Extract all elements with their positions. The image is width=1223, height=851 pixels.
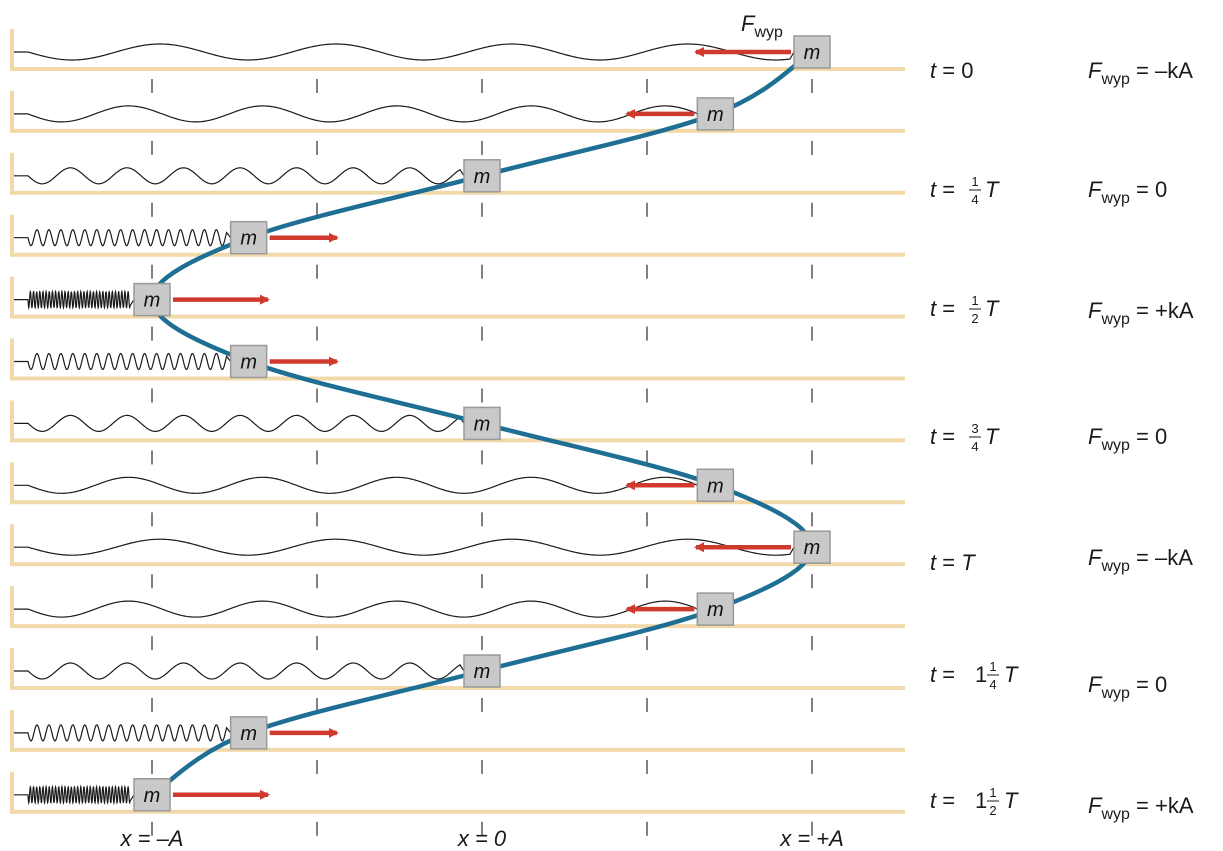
spring-coil bbox=[14, 289, 135, 310]
svg-text:T: T bbox=[1004, 788, 1019, 813]
spring-coil bbox=[14, 662, 465, 680]
spring-coil bbox=[14, 784, 135, 806]
mass-block: m bbox=[463, 159, 501, 193]
spring-coil bbox=[14, 476, 698, 494]
spring-coil bbox=[14, 538, 795, 556]
mass-block: m bbox=[696, 97, 735, 131]
mass-label: m bbox=[144, 290, 161, 312]
svg-text:1: 1 bbox=[989, 785, 996, 800]
svg-text:4: 4 bbox=[989, 677, 996, 692]
svg-text:T: T bbox=[985, 296, 1000, 321]
svg-text:T: T bbox=[1004, 662, 1019, 687]
force-value-label: Fwyp = –kA bbox=[1088, 58, 1193, 88]
svg-text:3: 3 bbox=[971, 421, 978, 436]
mass-label: m bbox=[707, 475, 724, 497]
svg-text:t =: t = bbox=[930, 788, 955, 813]
axis-label-minus-a: x = –A bbox=[120, 826, 184, 851]
svg-text:4: 4 bbox=[971, 439, 978, 454]
svg-text:t =: t = bbox=[930, 424, 955, 449]
top-force-label: Fwyp bbox=[741, 11, 783, 41]
mass-block: m bbox=[793, 530, 831, 564]
mass-label: m bbox=[474, 166, 491, 188]
time-label: t = 1 1 2 T bbox=[930, 785, 1019, 818]
mass-label: m bbox=[240, 352, 257, 374]
spring-coil bbox=[14, 724, 232, 742]
springs bbox=[14, 43, 795, 806]
spring-coil bbox=[14, 43, 795, 61]
mass-label: m bbox=[144, 785, 161, 807]
mass-label: m bbox=[804, 42, 821, 64]
mass-block: m bbox=[229, 344, 268, 379]
svg-text:T: T bbox=[985, 424, 1000, 449]
mass-block: m bbox=[229, 716, 268, 750]
spring-coil bbox=[14, 600, 698, 618]
spring-coil bbox=[14, 414, 465, 433]
mass-label: m bbox=[240, 228, 257, 250]
force-value-label: Fwyp = +kA bbox=[1088, 793, 1194, 823]
force-arrows bbox=[173, 47, 791, 800]
mass-block: m bbox=[696, 592, 735, 626]
mass-label: m bbox=[707, 104, 724, 126]
svg-text:t =: t = bbox=[930, 662, 955, 687]
time-label: t = 0 bbox=[930, 58, 973, 83]
mass-block: m bbox=[463, 654, 501, 688]
spring-coil bbox=[14, 229, 232, 247]
force-value-label: Fwyp = 0 bbox=[1088, 177, 1167, 207]
force-labels: Fwyp = –kA Fwyp = 0 Fwyp = +kA Fwyp = 0 … bbox=[1088, 58, 1194, 823]
mass-block: m bbox=[229, 220, 268, 255]
svg-text:2: 2 bbox=[971, 311, 978, 326]
time-label: t = 3 4 T bbox=[930, 421, 1000, 454]
axis-labels: x = –A x = 0 x = +A bbox=[120, 826, 844, 851]
axis-label-zero: x = 0 bbox=[457, 826, 507, 851]
svg-text:4: 4 bbox=[971, 192, 978, 207]
time-labels: t = 0 t = 1 4 T t = 1 2 T t = 3 4 T t = … bbox=[930, 58, 1019, 818]
mass-label: m bbox=[707, 599, 724, 621]
mass-block: m bbox=[793, 35, 831, 69]
force-value-label: Fwyp = –kA bbox=[1088, 545, 1193, 575]
spring-coil bbox=[14, 167, 465, 185]
axis-label-plus-a: x = +A bbox=[779, 826, 844, 851]
mass-label: m bbox=[474, 661, 491, 683]
mass-block: m bbox=[463, 406, 501, 441]
svg-text:1: 1 bbox=[975, 662, 987, 687]
svg-text:1: 1 bbox=[971, 293, 978, 308]
mass-label: m bbox=[804, 537, 821, 559]
mass-block: m bbox=[133, 282, 171, 317]
svg-text:2: 2 bbox=[989, 803, 996, 818]
svg-text:T: T bbox=[985, 177, 1000, 202]
force-value-label: Fwyp = +kA bbox=[1088, 298, 1194, 328]
spring-coil bbox=[14, 105, 698, 123]
svg-text:t =: t = bbox=[930, 177, 955, 202]
mass-block: m bbox=[133, 778, 171, 812]
time-label: t = T bbox=[930, 550, 976, 575]
mass-label: m bbox=[240, 723, 257, 745]
mass-block: m bbox=[696, 468, 735, 503]
force-value-label: Fwyp = 0 bbox=[1088, 424, 1167, 454]
svg-text:1: 1 bbox=[975, 788, 987, 813]
svg-text:t =: t = bbox=[930, 296, 955, 321]
spring-coil bbox=[14, 352, 232, 371]
floor-lines bbox=[10, 29, 905, 814]
svg-text:1: 1 bbox=[971, 174, 978, 189]
axis-ticks bbox=[151, 79, 813, 836]
time-label: t = 1 4 T bbox=[930, 174, 1000, 207]
masses: m m m m m m m m m m m m m bbox=[133, 35, 831, 812]
mass-label: m bbox=[474, 413, 491, 435]
force-value-label: Fwyp = 0 bbox=[1088, 672, 1167, 702]
svg-text:1: 1 bbox=[989, 659, 996, 674]
time-label: t = 1 1 4 T bbox=[930, 659, 1019, 692]
time-label: t = 1 2 T bbox=[930, 293, 1000, 326]
